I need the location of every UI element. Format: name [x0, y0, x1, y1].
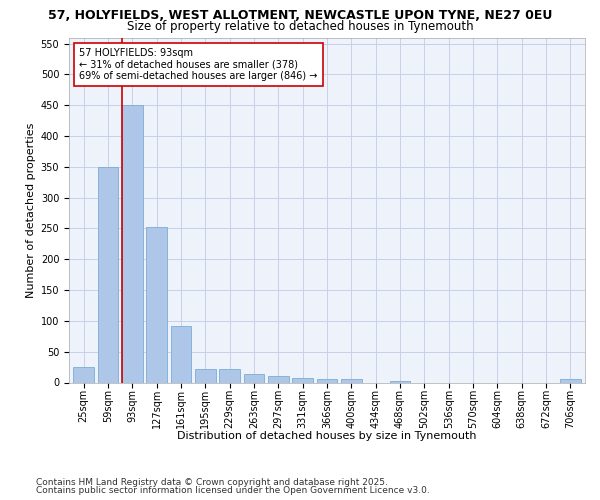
- Bar: [195, 369, 215, 382]
- X-axis label: Distribution of detached houses by size in Tynemouth: Distribution of detached houses by size …: [177, 431, 477, 441]
- Bar: [268, 376, 289, 382]
- Bar: [98, 167, 118, 382]
- Text: Size of property relative to detached houses in Tynemouth: Size of property relative to detached ho…: [127, 20, 473, 33]
- Bar: [122, 106, 143, 382]
- Bar: [341, 380, 362, 382]
- Text: 57, HOLYFIELDS, WEST ALLOTMENT, NEWCASTLE UPON TYNE, NE27 0EU: 57, HOLYFIELDS, WEST ALLOTMENT, NEWCASTL…: [48, 9, 552, 22]
- Bar: [146, 227, 167, 382]
- Text: Contains public sector information licensed under the Open Government Licence v3: Contains public sector information licen…: [36, 486, 430, 495]
- Text: 57 HOLYFIELDS: 93sqm
← 31% of detached houses are smaller (378)
69% of semi-deta: 57 HOLYFIELDS: 93sqm ← 31% of detached h…: [79, 48, 317, 81]
- Text: Contains HM Land Registry data © Crown copyright and database right 2025.: Contains HM Land Registry data © Crown c…: [36, 478, 388, 487]
- Bar: [317, 379, 337, 382]
- Bar: [389, 380, 410, 382]
- Y-axis label: Number of detached properties: Number of detached properties: [26, 122, 37, 298]
- Bar: [560, 380, 581, 382]
- Bar: [170, 326, 191, 382]
- Bar: [219, 369, 240, 382]
- Bar: [244, 374, 265, 382]
- Bar: [292, 378, 313, 382]
- Bar: [73, 367, 94, 382]
